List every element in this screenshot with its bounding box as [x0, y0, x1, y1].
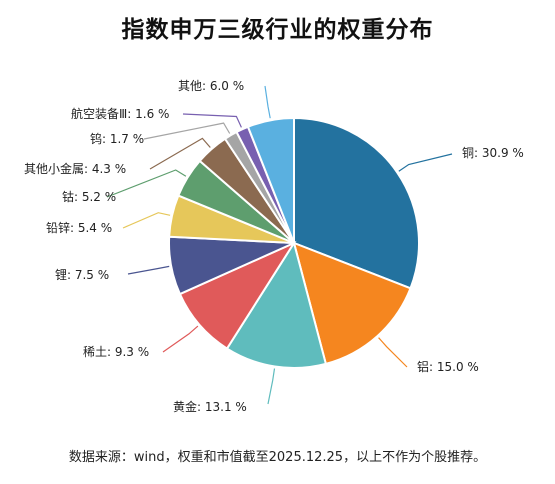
leader-line: [106, 169, 187, 198]
pie-slice: [246, 116, 295, 244]
pie-slice: [293, 116, 420, 290]
leader-line: [267, 368, 276, 405]
slice-label: 黄金: 13.1 %: [173, 399, 247, 414]
slice-label: 稀土: 9.3 %: [83, 345, 149, 359]
slice-label: 钴: 5.2 %: [62, 189, 116, 204]
chart-title: 指数申万三级行业的权重分布: [121, 17, 434, 43]
slice-label: 其他: 6.0 %: [178, 79, 244, 93]
slice-label: 其他小金属: 4.3 %: [24, 161, 126, 176]
leader-line: [264, 85, 271, 119]
leader-line: [162, 325, 199, 353]
leader-line: [143, 122, 231, 140]
leader-line: [149, 137, 211, 170]
slice-label: 钨: 1.7 %: [90, 131, 144, 146]
pie-slice: [225, 240, 328, 369]
pie-slices: [168, 116, 420, 369]
slice-label: 铝: 15.0 %: [417, 359, 479, 374]
leader-line: [122, 212, 171, 229]
pie-slice: [292, 241, 412, 366]
leader-line: [182, 113, 242, 128]
slice-label: 航空装备Ⅲ: 1.6 %: [71, 106, 169, 121]
slice-labels: 铜: 30.9 % 铝: 15.0 % 黄金: 13.1 % 稀土: 9.3 % 锂: …: [24, 79, 524, 414]
slice-label: 铅锌: 5.4 %: [46, 221, 112, 235]
slice-label: 锂: 7.5 %: [55, 267, 109, 282]
leader-line: [127, 265, 170, 275]
leader-line: [398, 153, 453, 172]
source-note: 数据来源：wind，权重和市值截至2025.12.25，以上不作为个股推荐。: [68, 450, 487, 465]
leader-lines: [106, 85, 453, 405]
slice-label: 铜: 30.9 %: [462, 145, 524, 160]
leader-line: [378, 337, 408, 368]
